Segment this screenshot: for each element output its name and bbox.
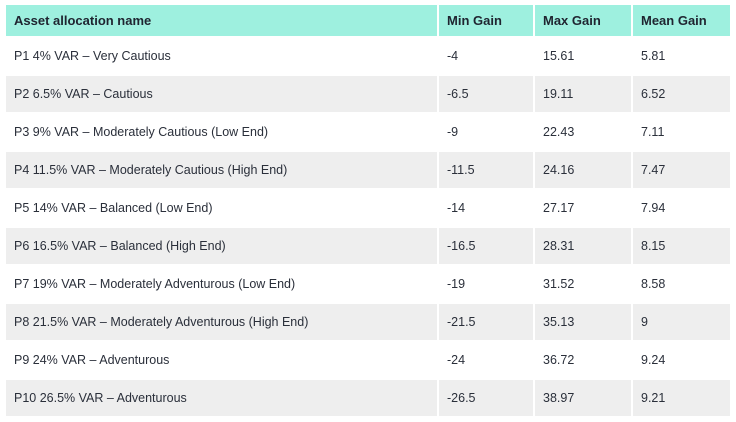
min-gain-cell: -26.5 bbox=[437, 378, 534, 416]
allocation-name-cell: P4 11.5% VAR – Moderately Cautious (High… bbox=[6, 150, 438, 189]
asset-allocation-table: Asset allocation name Min Gain Max Gain … bbox=[6, 5, 730, 416]
table-row: P3 9% VAR – Moderately Cautious (Low End… bbox=[6, 112, 730, 151]
mean-gain-cell: 9.21 bbox=[631, 378, 730, 416]
table-row: P10 26.5% VAR – Adventurous -26.5 38.97 9.2… bbox=[6, 378, 730, 416]
table-body: P1 4% VAR – Very Cautious -4 15.61 5.81 P2 6… bbox=[6, 36, 730, 416]
max-gain-cell: 31.52 bbox=[533, 264, 632, 303]
header-row: Asset allocation name Min Gain Max Gain … bbox=[6, 5, 730, 37]
min-gain-cell: -4 bbox=[437, 36, 534, 75]
min-gain-cell: -14 bbox=[437, 188, 534, 227]
min-gain-cell: -9 bbox=[437, 112, 534, 151]
mean-gain-cell: 8.15 bbox=[631, 226, 730, 265]
mean-gain-cell: 6.52 bbox=[631, 74, 730, 113]
mean-gain-cell: 8.58 bbox=[631, 264, 730, 303]
header-mean-gain[interactable]: Mean Gain bbox=[631, 5, 730, 37]
table-row: P8 21.5% VAR – Moderately Adventurous (H… bbox=[6, 302, 730, 341]
mean-gain-cell: 7.47 bbox=[631, 150, 730, 189]
mean-gain-cell: 9 bbox=[631, 302, 730, 341]
allocation-name-cell: P7 19% VAR – Moderately Adventurous (Low… bbox=[6, 264, 438, 303]
header-max-gain[interactable]: Max Gain bbox=[533, 5, 632, 37]
allocation-name-cell: P5 14% VAR – Balanced (Low End) bbox=[6, 188, 438, 227]
max-gain-cell: 24.16 bbox=[533, 150, 632, 189]
allocation-name-cell: P2 6.5% VAR – Cautious bbox=[6, 74, 438, 113]
max-gain-cell: 28.31 bbox=[533, 226, 632, 265]
table-row: P6 16.5% VAR – Balanced (High End) -16.5 2… bbox=[6, 226, 730, 265]
table-row: P4 11.5% VAR – Moderately Cautious (High… bbox=[6, 150, 730, 189]
max-gain-cell: 36.72 bbox=[533, 340, 632, 379]
max-gain-cell: 27.17 bbox=[533, 188, 632, 227]
allocation-name-cell: P1 4% VAR – Very Cautious bbox=[6, 36, 438, 75]
table-row: P2 6.5% VAR – Cautious -6.5 19.11 6.52 bbox=[6, 74, 730, 113]
table-row: P9 24% VAR – Adventurous -24 36.72 9.24 bbox=[6, 340, 730, 379]
max-gain-cell: 38.97 bbox=[533, 378, 632, 416]
table-row: P5 14% VAR – Balanced (Low End) -14 27.17 7… bbox=[6, 188, 730, 227]
max-gain-cell: 35.13 bbox=[533, 302, 632, 341]
max-gain-cell: 19.11 bbox=[533, 74, 632, 113]
mean-gain-cell: 7.94 bbox=[631, 188, 730, 227]
table-row: P7 19% VAR – Moderately Adventurous (Low… bbox=[6, 264, 730, 303]
mean-gain-cell: 9.24 bbox=[631, 340, 730, 379]
header-asset-allocation-name[interactable]: Asset allocation name bbox=[6, 5, 438, 37]
header-min-gain[interactable]: Min Gain bbox=[437, 5, 534, 37]
max-gain-cell: 22.43 bbox=[533, 112, 632, 151]
min-gain-cell: -16.5 bbox=[437, 226, 534, 265]
min-gain-cell: -6.5 bbox=[437, 74, 534, 113]
table-header: Asset allocation name Min Gain Max Gain … bbox=[6, 5, 730, 37]
mean-gain-cell: 7.11 bbox=[631, 112, 730, 151]
allocation-name-cell: P9 24% VAR – Adventurous bbox=[6, 340, 438, 379]
allocation-name-cell: P8 21.5% VAR – Moderately Adventurous (H… bbox=[6, 302, 438, 341]
allocation-name-cell: P10 26.5% VAR – Adventurous bbox=[6, 378, 438, 416]
mean-gain-cell: 5.81 bbox=[631, 36, 730, 75]
allocation-name-cell: P3 9% VAR – Moderately Cautious (Low End… bbox=[6, 112, 438, 151]
min-gain-cell: -24 bbox=[437, 340, 534, 379]
min-gain-cell: -21.5 bbox=[437, 302, 534, 341]
allocation-name-cell: P6 16.5% VAR – Balanced (High End) bbox=[6, 226, 438, 265]
min-gain-cell: -19 bbox=[437, 264, 534, 303]
min-gain-cell: -11.5 bbox=[437, 150, 534, 189]
table-row: P1 4% VAR – Very Cautious -4 15.61 5.81 bbox=[6, 36, 730, 75]
max-gain-cell: 15.61 bbox=[533, 36, 632, 75]
